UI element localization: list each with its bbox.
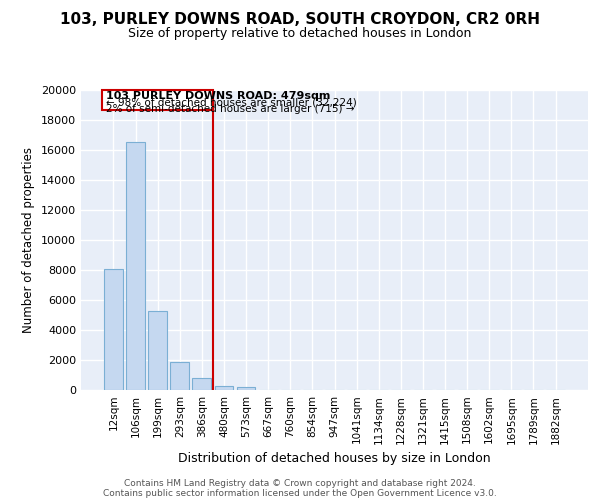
Bar (236, 387, 256, 390)
Text: 2% of semi-detached houses are larger (715) →: 2% of semi-detached houses are larger (7… (106, 104, 354, 115)
Bar (193, 378, 211, 390)
Bar (215, 386, 233, 390)
Bar (148, 310, 167, 390)
Text: Size of property relative to detached houses in London: Size of property relative to detached ho… (128, 26, 472, 40)
Bar (104, 268, 123, 390)
X-axis label: Distribution of detached houses by size in London: Distribution of detached houses by size … (178, 452, 491, 465)
Text: 103 PURLEY DOWNS ROAD: 479sqm: 103 PURLEY DOWNS ROAD: 479sqm (106, 91, 330, 101)
Text: Contains public sector information licensed under the Open Government Licence v3: Contains public sector information licen… (103, 488, 497, 498)
Bar (126, 142, 145, 390)
Text: Contains HM Land Registry data © Crown copyright and database right 2024.: Contains HM Land Registry data © Crown c… (124, 478, 476, 488)
Bar (170, 362, 189, 390)
Y-axis label: Number of detached properties: Number of detached properties (22, 147, 35, 333)
Text: 103, PURLEY DOWNS ROAD, SOUTH CROYDON, CR2 0RH: 103, PURLEY DOWNS ROAD, SOUTH CROYDON, C… (60, 12, 540, 28)
Text: ← 98% of detached houses are smaller (32,224): ← 98% of detached houses are smaller (32… (106, 98, 356, 108)
FancyBboxPatch shape (103, 90, 213, 110)
